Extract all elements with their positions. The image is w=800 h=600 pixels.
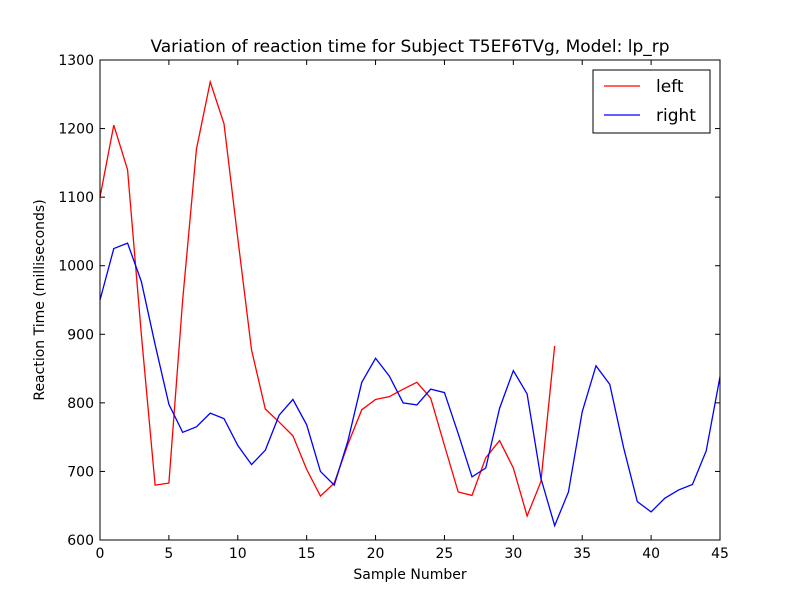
- y-tick-label: 900: [67, 327, 94, 343]
- x-tick-label: 30: [504, 546, 522, 562]
- x-tick-label: 15: [298, 546, 316, 562]
- legend-label-left: left: [656, 77, 684, 97]
- axis-ticks: 0 5 10 15 20 25 30 35 40 45 600 700 800 900 1000 1100 12…: [58, 53, 729, 562]
- x-tick-label: 35: [573, 546, 591, 562]
- y-tick-label: 700: [67, 464, 94, 480]
- plot-lines: [99, 79, 721, 528]
- x-tick-label: 10: [229, 546, 247, 562]
- y-tick-label: 1300: [58, 53, 94, 69]
- x-tick-label: 5: [164, 546, 173, 562]
- legend-label-right: right: [656, 106, 696, 126]
- y-axis-label: Reaction Time (milliseconds): [32, 199, 48, 400]
- plot-frame: [99, 59, 721, 541]
- x-tick-label: 20: [367, 546, 385, 562]
- y-tick-label: 600: [67, 533, 94, 549]
- series-line-right: [99, 242, 721, 528]
- y-tick-label: 1000: [58, 259, 94, 275]
- x-axis-label: Sample Number: [353, 567, 466, 583]
- legend-box: [592, 69, 711, 134]
- x-tick-label: 45: [711, 546, 729, 562]
- y-tick-label: 1200: [58, 122, 94, 138]
- x-tick-label: 0: [96, 546, 105, 562]
- y-tick-label: 1100: [58, 190, 94, 206]
- chart-title: Variation of reaction time for Subject T…: [150, 37, 669, 57]
- x-tick-label: 25: [436, 546, 454, 562]
- x-tick-label: 40: [642, 546, 660, 562]
- series-line-left: [99, 79, 556, 518]
- y-tick-label: 800: [67, 396, 94, 412]
- legend: left right: [592, 69, 711, 134]
